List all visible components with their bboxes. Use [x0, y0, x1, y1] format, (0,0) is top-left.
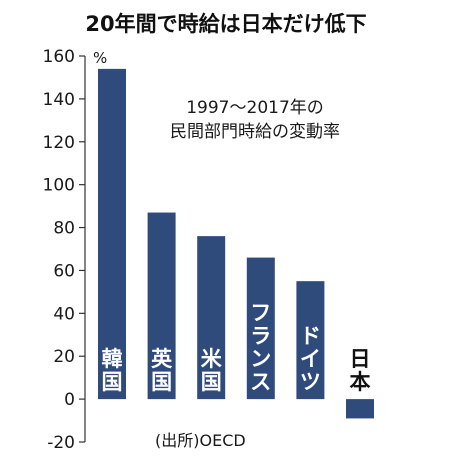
- category-label: 韓国: [102, 347, 123, 394]
- y-tick-label: 80: [53, 219, 75, 239]
- y-tick-label: 40: [53, 304, 75, 324]
- category-label: フランス: [250, 301, 271, 394]
- bars: [98, 68, 374, 419]
- bar: [246, 257, 275, 400]
- y-axis-ticks: 160 140 120 100 80 60 40 20 0 -20: [43, 47, 85, 453]
- bar: [346, 399, 374, 419]
- category-label: ドイツ: [300, 324, 321, 394]
- bar: [296, 281, 325, 400]
- bar: [98, 68, 126, 400]
- y-tick-label: 160: [43, 47, 75, 67]
- y-tick-label: 0: [64, 390, 75, 410]
- chart-subtitle-line-2: 民間部門時給の変動率: [170, 122, 340, 142]
- y-tick-label: 120: [43, 133, 75, 153]
- chart-title: 20年間で時給は日本だけ低下: [85, 12, 366, 36]
- y-tick-label: 20: [53, 347, 75, 367]
- category-label: 米国: [201, 347, 223, 394]
- category-label: 英国: [151, 347, 173, 394]
- y-tick-label: -20: [47, 433, 75, 453]
- chart-subtitle-line-1: 1997～2017年の: [186, 98, 324, 118]
- y-tick-label: 140: [43, 90, 75, 110]
- category-label: 日本: [350, 347, 371, 394]
- y-tick-label: 100: [43, 176, 75, 196]
- chart-subtitle: 1997～2017年の 民間部門時給の変動率: [170, 98, 340, 142]
- source-note: (出所)OECD: [155, 431, 246, 450]
- y-tick-label: 60: [53, 261, 75, 281]
- bar: [197, 236, 226, 400]
- bar: [147, 212, 176, 400]
- y-axis-unit: %: [93, 49, 107, 67]
